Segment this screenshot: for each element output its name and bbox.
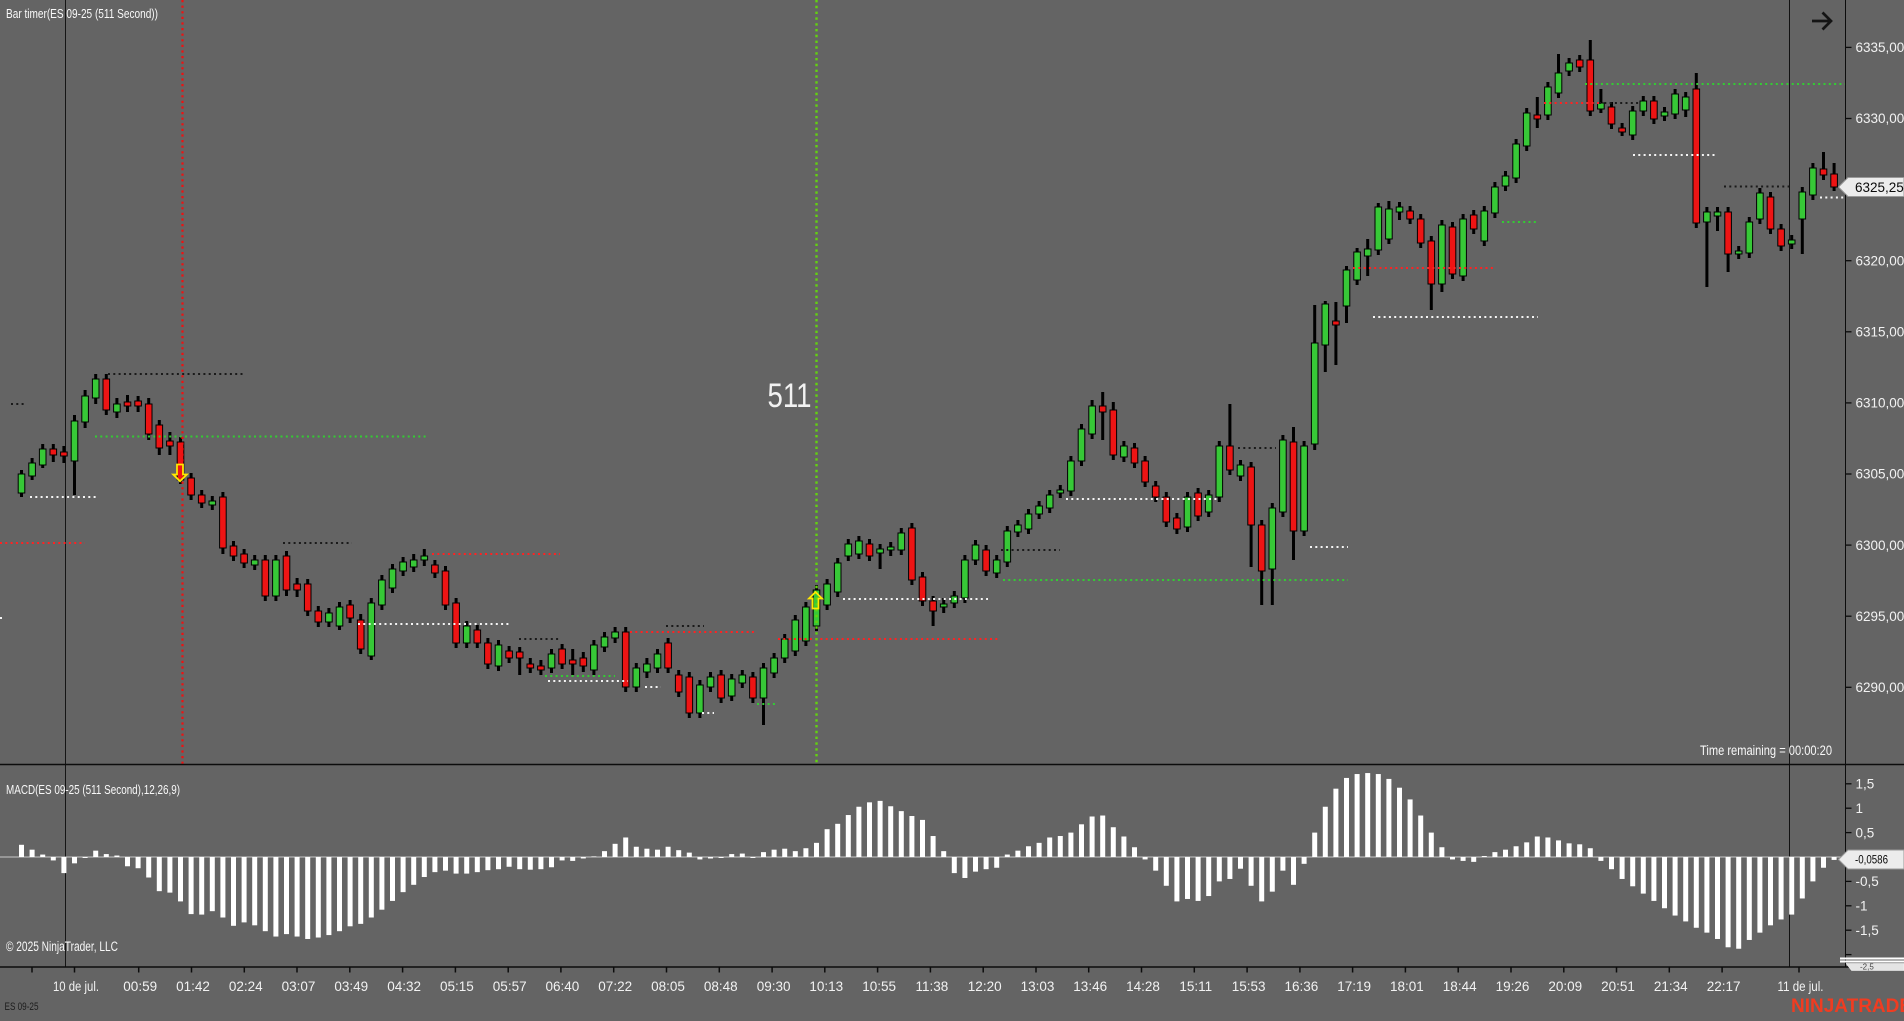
svg-text:15:53: 15:53 — [1232, 979, 1266, 994]
svg-text:20:09: 20:09 — [1548, 979, 1582, 994]
svg-text:01:42: 01:42 — [176, 979, 210, 994]
svg-text:05:57: 05:57 — [493, 979, 527, 994]
svg-text:6295,00: 6295,00 — [1856, 609, 1904, 624]
svg-text:1,5: 1,5 — [1856, 777, 1875, 792]
svg-text:6310,00: 6310,00 — [1856, 396, 1904, 411]
svg-text:© 2025 NinjaTrader, LLC: © 2025 NinjaTrader, LLC — [6, 939, 118, 954]
svg-text:03:49: 03:49 — [334, 979, 368, 994]
svg-text:1: 1 — [1856, 801, 1864, 816]
svg-text:6290,00: 6290,00 — [1856, 680, 1904, 695]
svg-text:6300,00: 6300,00 — [1856, 538, 1904, 553]
svg-text:08:05: 08:05 — [651, 979, 685, 994]
svg-text:-1: -1 — [1856, 899, 1868, 914]
svg-text:-0,5: -0,5 — [1856, 874, 1879, 889]
svg-text:06:40: 06:40 — [546, 979, 580, 994]
svg-text:11 de jul.: 11 de jul. — [1778, 979, 1824, 994]
svg-text:13:03: 13:03 — [1021, 979, 1055, 994]
svg-text:6335,00: 6335,00 — [1856, 40, 1904, 55]
svg-text:14:28: 14:28 — [1126, 979, 1160, 994]
svg-text:6320,00: 6320,00 — [1856, 253, 1904, 268]
svg-text:10 de jul.: 10 de jul. — [53, 979, 99, 994]
svg-text:0,5: 0,5 — [1856, 825, 1875, 840]
svg-text:13:46: 13:46 — [1073, 979, 1107, 994]
svg-text:6315,00: 6315,00 — [1856, 325, 1904, 340]
svg-text:08:48: 08:48 — [704, 979, 738, 994]
svg-text:MACD(ES 09-25 (511 Second),12,: MACD(ES 09-25 (511 Second),12,26,9) — [6, 782, 180, 797]
svg-text:20:51: 20:51 — [1601, 979, 1635, 994]
svg-text:19:26: 19:26 — [1496, 979, 1530, 994]
svg-text:511: 511 — [768, 377, 812, 415]
svg-text:12:20: 12:20 — [968, 979, 1002, 994]
svg-text:18:01: 18:01 — [1390, 979, 1424, 994]
svg-text:Bar timer(ES 09-25 (511 Second: Bar timer(ES 09-25 (511 Second)) — [6, 6, 158, 21]
svg-text:07:22: 07:22 — [598, 979, 632, 994]
svg-text:00:59: 00:59 — [123, 979, 157, 994]
svg-text:04:32: 04:32 — [387, 979, 421, 994]
svg-text:02:24: 02:24 — [229, 979, 263, 994]
svg-text:10:13: 10:13 — [809, 979, 843, 994]
svg-text:09:30: 09:30 — [757, 979, 791, 994]
svg-text:-1,5: -1,5 — [1856, 923, 1879, 938]
svg-text:Time remaining = 00:00:20: Time remaining = 00:00:20 — [1700, 743, 1832, 758]
svg-text:-0,0586: -0,0586 — [1855, 855, 1888, 867]
svg-text:6330,00: 6330,00 — [1856, 111, 1904, 126]
svg-text:21:34: 21:34 — [1654, 979, 1688, 994]
svg-text:15:11: 15:11 — [1179, 979, 1212, 994]
svg-text:11:38: 11:38 — [916, 979, 949, 994]
svg-text:05:15: 05:15 — [440, 979, 474, 994]
svg-text:ES 09-25: ES 09-25 — [5, 1001, 39, 1013]
svg-text:-2,5: -2,5 — [1860, 963, 1874, 972]
svg-text:NINJATRADER: NINJATRADER — [1791, 996, 1904, 1016]
svg-text:17:19: 17:19 — [1337, 979, 1371, 994]
svg-text:10:55: 10:55 — [862, 979, 896, 994]
svg-text:18:44: 18:44 — [1443, 979, 1477, 994]
svg-text:6305,00: 6305,00 — [1856, 467, 1904, 482]
svg-text:6325,25: 6325,25 — [1855, 180, 1904, 195]
svg-text:22:17: 22:17 — [1707, 979, 1741, 994]
svg-text:03:07: 03:07 — [282, 979, 316, 994]
svg-text:16:36: 16:36 — [1285, 979, 1319, 994]
